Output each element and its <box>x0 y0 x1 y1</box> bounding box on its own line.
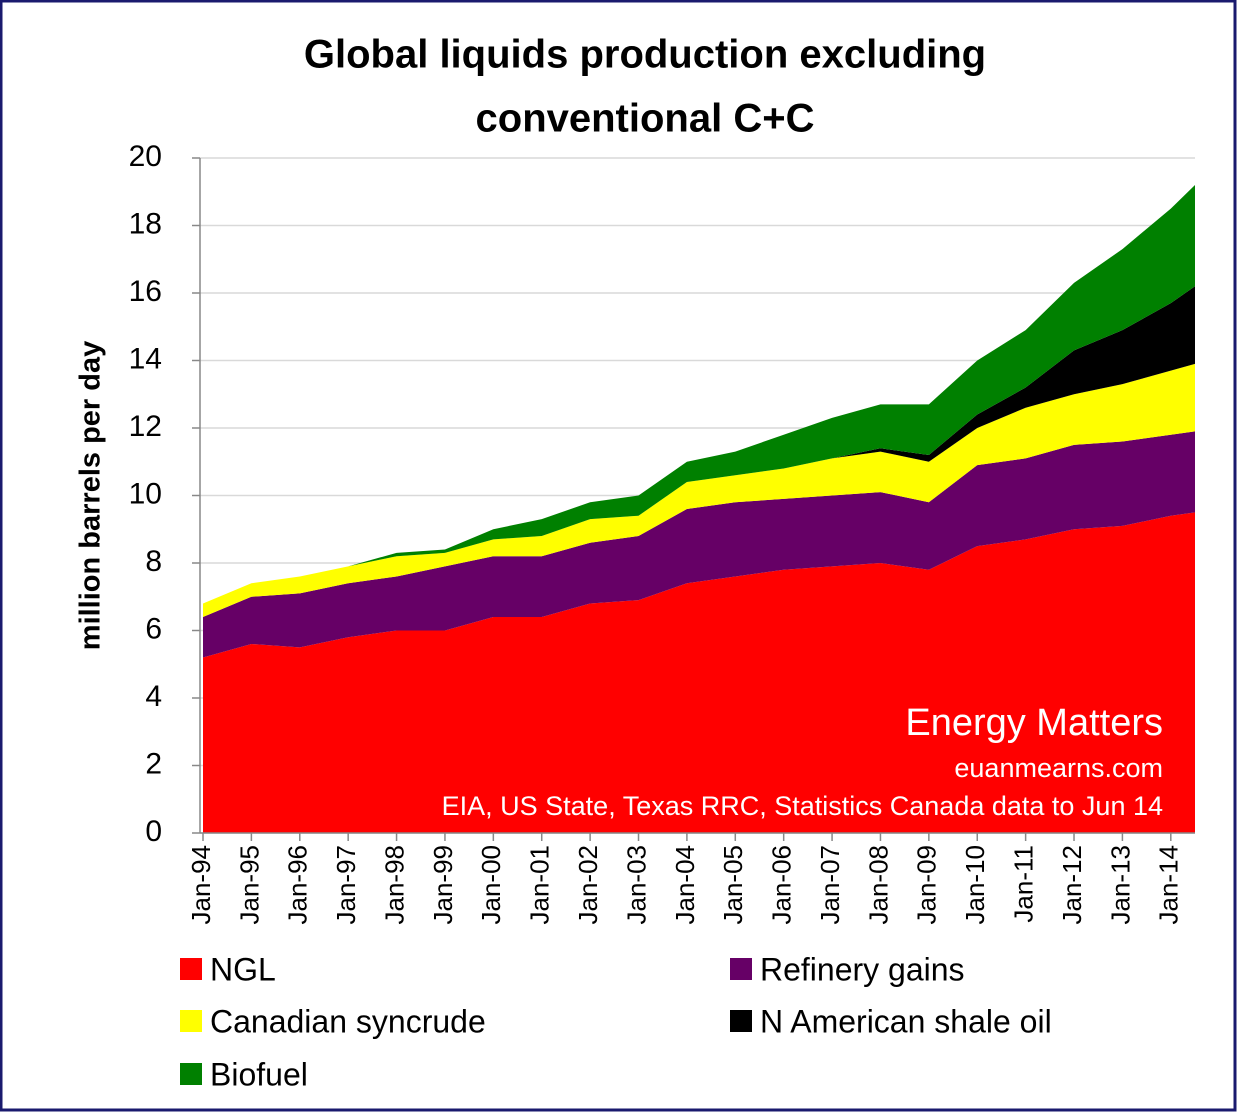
x-tick-label: Jan-05 <box>718 845 748 925</box>
x-tick-label: Jan-11 <box>1009 845 1039 923</box>
legend-swatch <box>730 1010 752 1032</box>
x-tick-label: Jan-14 <box>1154 845 1184 925</box>
x-tick-label: Jan-09 <box>912 845 942 925</box>
annotation: euanmearns.com <box>954 753 1163 783</box>
area <box>203 185 1195 604</box>
x-tick-label: Jan-00 <box>476 845 506 925</box>
legend-swatch <box>180 1063 202 1085</box>
y-tick-label: 16 <box>129 275 162 308</box>
legend-swatch <box>180 1010 202 1032</box>
area <box>203 512 1195 833</box>
x-tick-label: Jan-97 <box>331 845 361 925</box>
legend-label: NGL <box>210 951 276 987</box>
x-tick-label: Jan-01 <box>525 845 555 925</box>
chart-title: Global liquids production excluding <box>304 33 986 77</box>
y-tick-label: 8 <box>145 545 162 578</box>
x-tick-label: Jan-98 <box>379 845 409 925</box>
y-tick-label: 10 <box>129 477 162 510</box>
y-axis-label: million barrels per day <box>75 341 107 650</box>
x-tick-label: Jan-10 <box>960 845 990 925</box>
chart-title: conventional C+C <box>476 97 815 141</box>
area <box>203 363 1195 617</box>
x-tick-label: Jan-04 <box>670 845 700 925</box>
y-tick-label: 14 <box>129 342 162 375</box>
x-tick-label: Jan-94 <box>186 845 216 925</box>
legend-label: Biofuel <box>210 1056 308 1092</box>
x-tick-label: Jan-95 <box>234 845 264 925</box>
area <box>203 431 1195 658</box>
legend-label: Refinery gains <box>760 951 965 987</box>
y-tick-label: 18 <box>129 207 162 240</box>
x-tick-label: Jan-03 <box>621 845 651 925</box>
legend-swatch <box>730 958 752 980</box>
legend-label: Canadian syncrude <box>210 1003 486 1039</box>
legend-swatch <box>180 958 202 980</box>
y-tick-label: 20 <box>129 140 162 173</box>
x-tick-label: Jan-96 <box>283 845 313 925</box>
y-tick-label: 12 <box>129 410 162 443</box>
x-tick-label: Jan-08 <box>863 845 893 925</box>
y-tick-label: 4 <box>145 680 162 713</box>
x-tick-label: Jan-13 <box>1105 845 1135 925</box>
x-tick-label: Jan-12 <box>1057 845 1087 925</box>
x-tick-label: Jan-06 <box>767 845 797 925</box>
x-tick-label: Jan-07 <box>815 845 845 925</box>
annotation: Energy Matters <box>905 702 1163 744</box>
legend-label: N American shale oil <box>760 1003 1052 1039</box>
x-tick-label: Jan-99 <box>428 845 458 925</box>
y-tick-label: 6 <box>145 612 162 645</box>
annotation: EIA, US State, Texas RRC, Statistics Can… <box>442 791 1163 821</box>
y-tick-label: 2 <box>145 747 162 780</box>
x-tick-label: Jan-02 <box>573 845 603 925</box>
y-tick-label: 0 <box>145 815 162 848</box>
